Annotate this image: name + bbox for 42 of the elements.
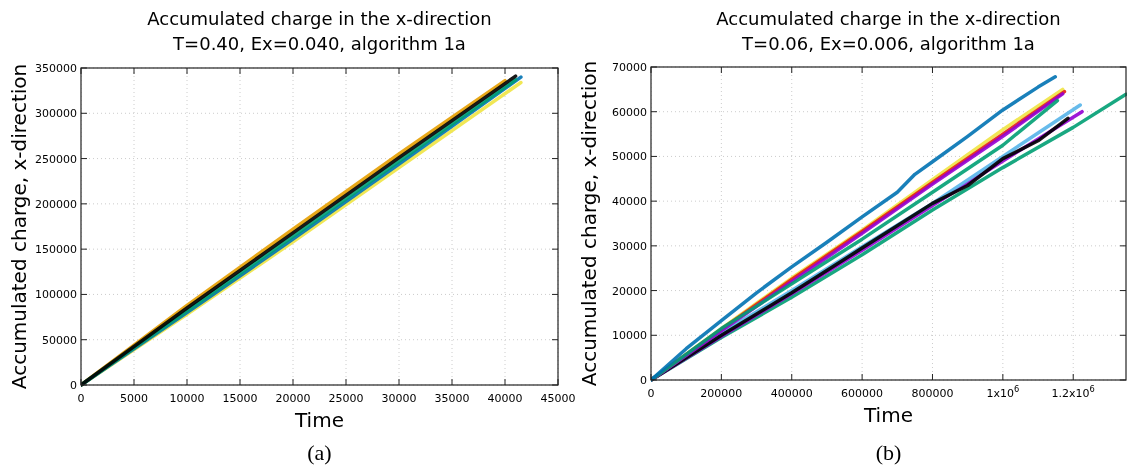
x-tick-label: 0 [77,392,85,405]
x-tick-label: 35000 [434,392,470,405]
y-tick-label: 40000 [612,195,647,209]
y-tick-label: 300000 [35,107,77,121]
x-tick-label: 10000 [169,392,205,405]
y-tick-label: 250000 [35,152,77,166]
chart-title: Accumulated charge in the x-direction [147,8,492,29]
y-tick-label: 70000 [612,61,647,74]
x-axis-title: Time [863,403,913,427]
x-tick-label: 5000 [120,392,148,405]
y-axis-title: Accumulated charge, x-direction [7,63,31,390]
text: (b) [875,440,902,465]
x-tick-label: 1.2x10$^{6}$ [1051,384,1095,400]
y-tick-label: 0 [640,374,647,387]
y-tick-label: 50000 [42,333,77,347]
y-axis-title: Accumulated charge, x-direction [577,60,601,387]
y-tick-label: 200000 [35,197,77,211]
x-tick-label: 30000 [381,392,417,405]
x-tick-label: 45000 [540,392,576,405]
x-tick-label: 0 [647,387,655,400]
x-axis-title: Time [294,408,344,432]
y-tick-label: 60000 [612,105,647,119]
x-tick-label: 600000 [841,387,884,400]
x-tick-label: 1x10$^{6}$ [986,384,1020,400]
chart-subtitle: T=0.06, Ex=0.006, algorithm 1a [741,33,1035,54]
y-tick-label: 50000 [612,150,647,164]
y-tick-label: 30000 [612,239,647,253]
y-tick-label: 20000 [612,284,647,298]
y-tick-label: 100000 [35,288,77,302]
x-tick-label: 40000 [487,392,523,405]
y-tick-label: 350000 [35,62,77,75]
x-tick-label: 25000 [328,392,364,405]
y-tick-label: 150000 [35,243,77,257]
x-tick-label: 800000 [911,387,954,400]
x-tick-label: 400000 [770,387,813,400]
chart-title: Accumulated charge in the x-direction [716,8,1061,29]
text: (a) [307,440,332,465]
x-tick-label: 20000 [275,392,311,405]
y-tick-label: 10000 [612,329,647,343]
chart-subtitle: T=0.40, Ex=0.040, algorithm 1a [172,33,466,54]
x-tick-label: 15000 [222,392,258,405]
x-tick-label: 200000 [700,387,743,400]
